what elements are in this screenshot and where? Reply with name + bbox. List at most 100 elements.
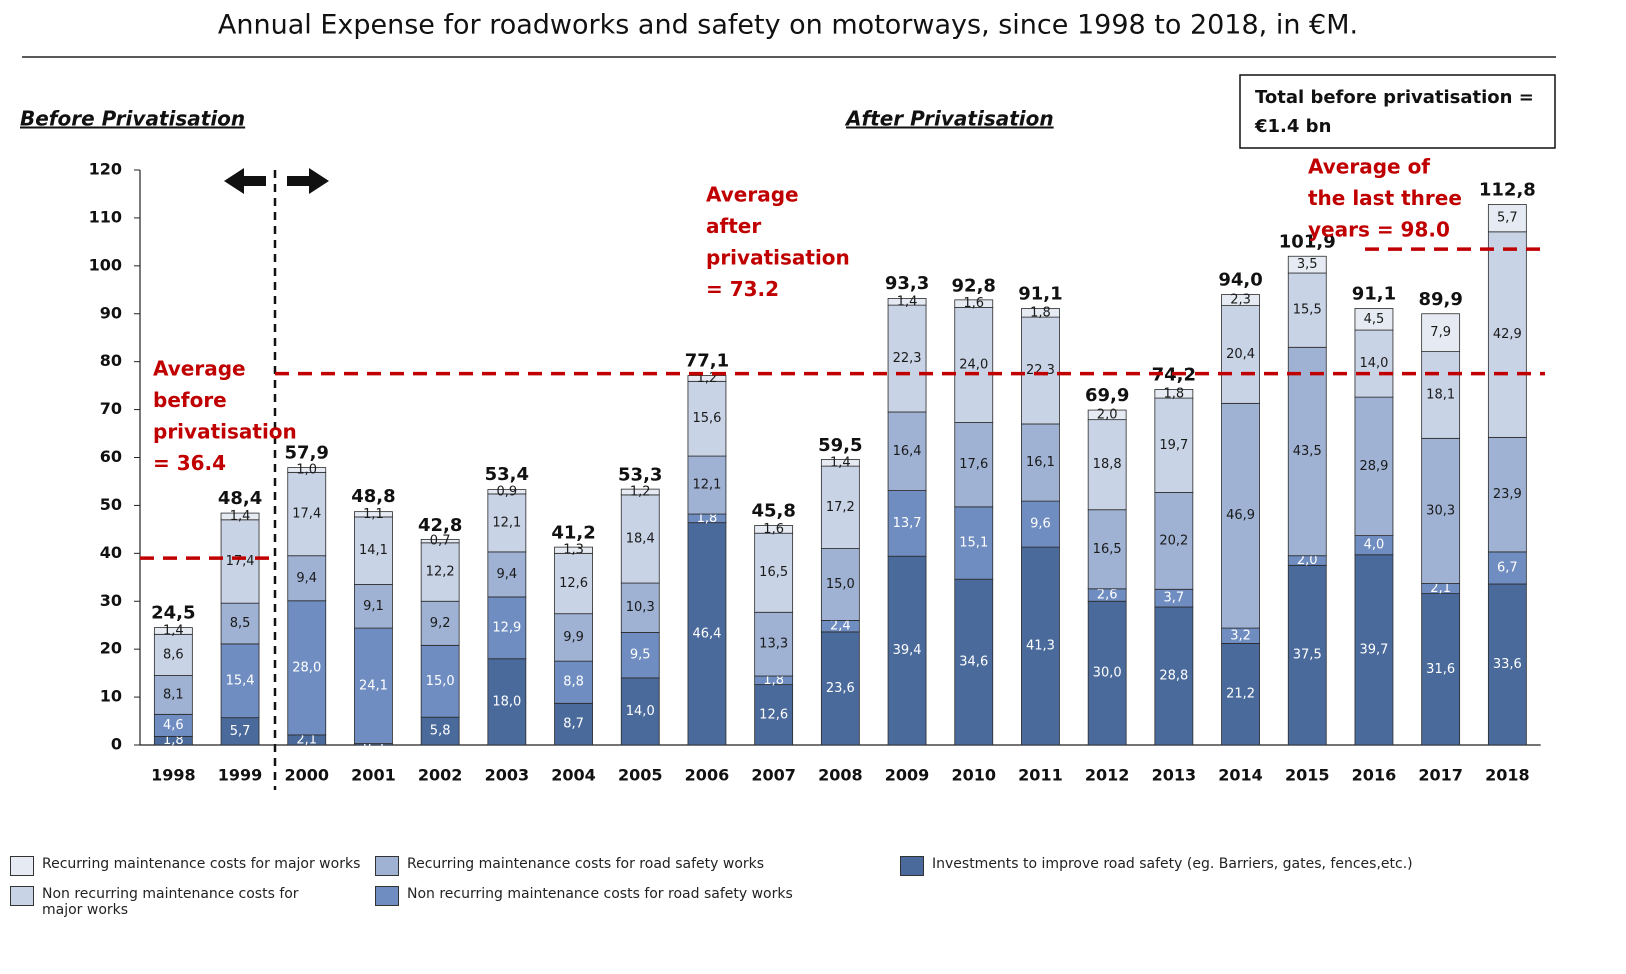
segment-label: 46,4 — [692, 626, 721, 641]
segment-label: 42,9 — [1493, 327, 1522, 342]
segment-label: 15,4 — [226, 673, 255, 688]
bar-segment — [1154, 389, 1194, 399]
x-tick-label: 2000 — [284, 766, 329, 785]
segment-label: 9,1 — [363, 599, 384, 614]
bar-segment — [887, 490, 927, 557]
bar-segment — [153, 627, 193, 635]
segment-label: 9,4 — [497, 567, 518, 582]
segment-label: 9,6 — [1030, 517, 1051, 532]
bar-segment — [1021, 500, 1060, 548]
segment-label: 1,8 — [697, 511, 718, 526]
bar-segment — [220, 643, 260, 719]
bar-segment — [887, 555, 927, 746]
segment-label: 5,7 — [1497, 211, 1518, 226]
bar-segment — [954, 299, 994, 308]
segment-label: 0,7 — [430, 534, 451, 549]
segment-label: 18,0 — [492, 694, 521, 709]
segment-label: 28,8 — [1159, 669, 1188, 684]
reference-annotation: before — [153, 388, 227, 412]
bar-segment — [1354, 329, 1394, 398]
x-tick-label: 2009 — [885, 766, 930, 785]
bar-segment — [487, 489, 527, 495]
bar-segment — [487, 658, 527, 746]
segment-label: 6,7 — [1497, 560, 1518, 575]
bar-segment — [1021, 316, 1060, 425]
segment-label: 5,8 — [430, 724, 451, 739]
segment-label: 1,8 — [1164, 386, 1185, 401]
x-tick-label: 1998 — [151, 766, 196, 785]
bar-segment — [1421, 351, 1461, 439]
segment-label: 37,5 — [1293, 648, 1322, 663]
x-tick-label: 2012 — [1085, 766, 1130, 785]
segment-label: 28,0 — [292, 660, 321, 675]
reference-annotation: Average — [153, 357, 246, 381]
bar-segment — [1087, 419, 1127, 511]
legend-label: Non recurring maintenance costs for majo… — [42, 886, 299, 918]
segment-label: 5,7 — [230, 724, 251, 739]
segment-label: 8,1 — [163, 687, 184, 702]
segment-label: 18,8 — [1093, 457, 1122, 472]
segment-label: 7,9 — [1430, 325, 1451, 340]
segment-label: 9,9 — [563, 630, 584, 645]
bar-segment — [554, 702, 593, 746]
bar-segment — [820, 459, 860, 467]
reference-annotation: = 36.4 — [153, 451, 226, 475]
segment-label: 19,7 — [1159, 438, 1188, 453]
segment-label: 15,0 — [826, 577, 855, 592]
segment-label: 8,5 — [230, 616, 251, 631]
bar-segment — [420, 600, 460, 646]
bar-segment — [1087, 409, 1127, 421]
bar-segment — [487, 551, 527, 598]
segment-label: 12,9 — [492, 620, 521, 635]
segment-label: 12,1 — [692, 478, 721, 493]
segment-label: 1,6 — [763, 522, 784, 537]
bar-segment — [420, 542, 460, 602]
segment-label: 4,0 — [1364, 538, 1385, 553]
arrow-left — [224, 168, 266, 194]
x-tick-label: 2010 — [951, 766, 996, 785]
segment-label: 17,4 — [226, 554, 255, 569]
bar-segment — [820, 631, 860, 746]
segment-label: 2,1 — [296, 732, 317, 747]
bar-segment — [820, 465, 860, 549]
x-tick-label: 2006 — [685, 766, 730, 785]
total-label: 57,9 — [285, 443, 329, 464]
bar-segment — [1221, 294, 1260, 307]
segment-label: 18,4 — [626, 531, 655, 546]
segment-label: 39,7 — [1359, 642, 1388, 657]
bar-segment — [620, 677, 660, 746]
segment-label: 2,3 — [1230, 293, 1251, 308]
segment-label: 16,1 — [1026, 455, 1055, 470]
segment-label: 2,0 — [1297, 553, 1318, 568]
x-tick-label: 2005 — [618, 766, 663, 785]
total-label: 53,3 — [618, 465, 662, 486]
segment-label: 23,6 — [826, 681, 855, 696]
bar-segment — [1154, 606, 1194, 746]
x-tick-label: 2013 — [1152, 766, 1197, 785]
total-label: 42,8 — [418, 515, 462, 536]
segment-label: 8,8 — [563, 675, 584, 690]
bar-segment — [554, 552, 593, 615]
reference-annotation: after — [706, 214, 761, 238]
segment-label: 17,4 — [292, 507, 321, 522]
segment-label: 41,3 — [1026, 639, 1055, 654]
bar-segment — [354, 511, 393, 518]
reference-annotation: = 73.2 — [706, 277, 779, 301]
y-tick-label: 30 — [100, 591, 122, 610]
bar-segment — [354, 584, 393, 629]
bar-segment — [1221, 402, 1260, 629]
segment-label: 14,0 — [626, 704, 655, 719]
segment-label: 28,9 — [1359, 459, 1388, 474]
legend-label: Recurring maintenance costs for road saf… — [407, 856, 765, 872]
bar-segment — [354, 516, 393, 585]
y-tick-label: 120 — [89, 160, 122, 179]
bar-segment — [1287, 272, 1327, 348]
y-tick-label: 40 — [100, 543, 122, 562]
bar-segment — [354, 627, 393, 744]
bar-segment — [1421, 437, 1461, 584]
bar-segment — [1021, 308, 1060, 318]
segment-label: 16,5 — [1093, 542, 1122, 557]
x-tick-label: 2004 — [551, 766, 596, 785]
legend-swatch — [10, 886, 34, 906]
